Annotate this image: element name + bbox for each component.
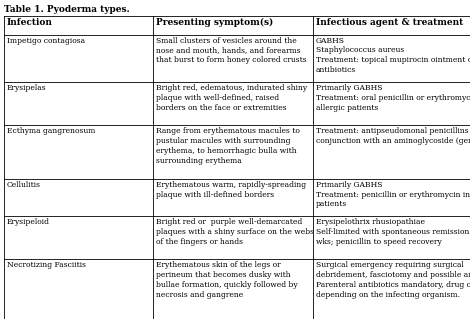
Text: Surgical emergency requiring surgical
debridement, fasciotomy and possible amput: Surgical emergency requiring surgical de… [316,261,474,299]
Text: Necrotizing Fasciitis: Necrotizing Fasciitis [7,261,86,269]
Text: Erythematous skin of the legs or
perineum that becomes dusky with
bullae formati: Erythematous skin of the legs or perineu… [156,261,298,299]
Text: Bright red, edematous, indurated shiny
plaque with well-defined, raised
borders : Bright red, edematous, indurated shiny p… [156,84,308,112]
Text: Erysipelas: Erysipelas [7,84,46,92]
Text: Infection: Infection [7,18,53,27]
Text: Bright red or  purple well-demarcated
plaques with a shiny surface on the webs
o: Bright red or purple well-demarcated pla… [156,218,314,246]
Text: Primarily GABHS
Treatment: oral penicillin or erythromycin in
allergic patients: Primarily GABHS Treatment: oral penicill… [316,84,474,112]
Text: Small clusters of vesicles around the
nose and mouth, hands, and forearms
that b: Small clusters of vesicles around the no… [156,37,307,64]
Text: Erythematous warm, rapidly-spreading
plaque with ill-defined borders: Erythematous warm, rapidly-spreading pla… [156,181,307,199]
Text: Ecthyma gangrenosum: Ecthyma gangrenosum [7,127,95,135]
Text: Table 1. Pyoderma types.: Table 1. Pyoderma types. [4,4,130,13]
Text: Impetigo contagiosa: Impetigo contagiosa [7,37,85,45]
Text: Infectious agent & treatment: Infectious agent & treatment [316,18,463,27]
Text: Erysipelothrix rhusiopathiae
Self-limited with spontaneous remission in 2-4
wks;: Erysipelothrix rhusiopathiae Self-limite… [316,218,474,246]
Text: Treatment: antipseudomonal penicillins in
conjunction with an aminoglycoside (ge: Treatment: antipseudomonal penicillins i… [316,127,474,145]
Text: Range from erythematous macules to
pustular macules with surrounding
erythema, t: Range from erythematous macules to pustu… [156,127,301,165]
Text: Erysipeloid: Erysipeloid [7,218,50,226]
Text: Presenting symptom(s): Presenting symptom(s) [156,18,273,27]
Text: GABHS
Staphylococcus aureus
Treatment: topical mupirocin ointment or oral
antibi: GABHS Staphylococcus aureus Treatment: t… [316,37,474,74]
Text: Cellulitis: Cellulitis [7,181,41,189]
Text: Primarily GABHS
Treatment: penicillin or erythromycin in allergic
patients: Primarily GABHS Treatment: penicillin or… [316,181,474,208]
